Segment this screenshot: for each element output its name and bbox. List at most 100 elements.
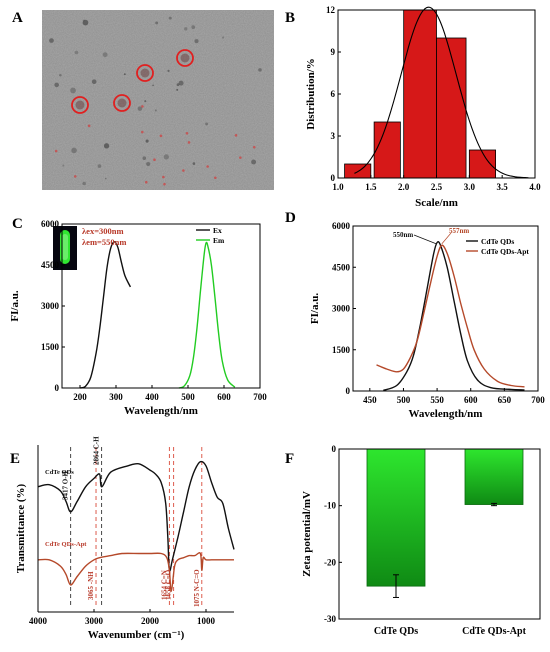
tem-speck bbox=[168, 16, 172, 20]
panel-c-series-ex bbox=[79, 241, 132, 389]
tem-speck bbox=[70, 87, 76, 94]
panel-c-xtick-label: 500 bbox=[181, 392, 195, 402]
tem-red-speck bbox=[234, 134, 238, 137]
tem-speck bbox=[74, 50, 79, 55]
tem-speck bbox=[191, 25, 196, 30]
tem-speck bbox=[62, 164, 65, 167]
tem-speck bbox=[59, 73, 62, 77]
panel-e-band-label: 2864 C-H bbox=[93, 436, 101, 465]
legend-label-ex: Ex bbox=[213, 226, 222, 235]
panel-c-ytick-label: 6000 bbox=[41, 219, 60, 229]
panel-d-xtick-label: 600 bbox=[464, 395, 478, 405]
panel-e-xtick-label: 2000 bbox=[141, 616, 160, 626]
tem-red-speck bbox=[206, 165, 209, 168]
tem-speck bbox=[258, 68, 262, 72]
panel-d-xtick-label: 500 bbox=[397, 395, 411, 405]
tem-red-speck bbox=[153, 158, 156, 162]
tem-speck bbox=[123, 73, 126, 76]
tem-red-speck bbox=[54, 149, 58, 153]
panel-c-series-em bbox=[178, 241, 236, 389]
tem-speck bbox=[146, 161, 151, 167]
tem-speck bbox=[54, 82, 59, 88]
panel-d-series-0 bbox=[383, 240, 525, 392]
tem-speck bbox=[91, 79, 97, 85]
panel-e-xlabel: Wavenumber (cm⁻¹) bbox=[88, 629, 185, 641]
gaussian-fit-curve bbox=[354, 6, 529, 179]
panel-b-ytick-label: 12 bbox=[326, 5, 336, 15]
panel-c-ylabel: FI/a.u. bbox=[9, 290, 21, 321]
tem-speck bbox=[205, 122, 208, 126]
tem-speck bbox=[49, 38, 54, 43]
tem-red-speck bbox=[163, 182, 166, 186]
panel-e-band-label: 3417 O-H bbox=[62, 470, 70, 500]
panel-f-ylabel: Zeta potential/mV bbox=[301, 491, 313, 577]
legend-label-em: Em bbox=[213, 236, 225, 245]
tem-speck bbox=[176, 88, 179, 91]
tem-particle-circle bbox=[113, 94, 131, 112]
tem-speck bbox=[154, 109, 157, 112]
tem-red-speck bbox=[187, 141, 191, 144]
tem-particle-circle bbox=[176, 49, 194, 67]
vial-highlight bbox=[62, 234, 68, 260]
panel-d-xtick-label: 650 bbox=[498, 395, 512, 405]
zeta-bar bbox=[366, 448, 426, 587]
tem-red-speck bbox=[73, 175, 77, 178]
tem-speck bbox=[145, 139, 149, 143]
tem-red-speck bbox=[159, 134, 163, 138]
tem-red-speck bbox=[214, 176, 217, 180]
panel-c-annotation-em: λem=550nm bbox=[82, 237, 126, 247]
panel-d-ytick-label: 4500 bbox=[332, 262, 351, 272]
tem-particle bbox=[117, 98, 127, 108]
panel-e-band-label: 1654 C=N bbox=[160, 570, 168, 600]
tem-speck bbox=[184, 27, 188, 31]
panel-e-band-label: 3065 -NH bbox=[87, 571, 95, 600]
panel-b-xtick-label: 3.0 bbox=[464, 182, 476, 192]
tem-speck bbox=[155, 21, 159, 25]
panel-c-xtick-label: 300 bbox=[109, 392, 123, 402]
histogram-bar bbox=[436, 37, 467, 179]
panel-d-ytick-label: 6000 bbox=[332, 221, 351, 231]
panel-f-category-label: CdTe QDs bbox=[374, 626, 418, 637]
histogram-bar bbox=[344, 163, 372, 179]
panel-c-ytick-label: 4500 bbox=[41, 260, 60, 270]
tem-red-speck bbox=[141, 105, 144, 108]
tem-red-speck bbox=[182, 169, 185, 172]
panel-c-ytick-label: 3000 bbox=[41, 301, 60, 311]
tem-red-speck bbox=[141, 130, 144, 134]
panel-f-category-label: CdTe QDs-Apt bbox=[462, 626, 526, 637]
panel-d-ylabel: FI/a.u. bbox=[309, 293, 321, 324]
tem-speck bbox=[194, 39, 199, 44]
panel-e-legend-cdte-qds: CdTe QDs bbox=[45, 469, 74, 476]
panel-e-ylabel: Transmittance (%) bbox=[15, 484, 27, 574]
tem-red-speck bbox=[162, 175, 165, 179]
tem-speck bbox=[251, 159, 257, 165]
tem-particle-circle bbox=[136, 64, 154, 82]
panel-c-xtick-label: 400 bbox=[145, 392, 159, 402]
panel-b-ytick-label: 0 bbox=[331, 173, 336, 183]
panel-d-ytick-label: 1500 bbox=[332, 345, 351, 355]
panel-d-xlabel: Wavelength/nm bbox=[409, 408, 483, 420]
panel-c-xtick-label: 600 bbox=[217, 392, 231, 402]
histogram-bar bbox=[468, 149, 497, 179]
tem-specks bbox=[49, 16, 262, 186]
panel-label-e: E bbox=[10, 451, 20, 467]
panel-c-xtick-label: 700 bbox=[253, 392, 267, 402]
histogram-bar bbox=[373, 121, 401, 179]
panel-label-b: B bbox=[285, 10, 295, 26]
panel-e-xtick-label: 3000 bbox=[85, 616, 104, 626]
panel-b-xtick-label: 2.5 bbox=[431, 182, 443, 192]
panel-b-xtick-label: 1.0 bbox=[332, 182, 344, 192]
tem-red-speck bbox=[87, 124, 91, 128]
panel-e-band-label: 1658 C=O bbox=[165, 569, 173, 600]
panel-f-ytick-label: 0 bbox=[332, 444, 337, 454]
panel-c-ytick-label: 0 bbox=[55, 383, 60, 393]
panel-e-band-label: 1075 N-C=O bbox=[193, 569, 201, 607]
tem-speck bbox=[97, 164, 102, 168]
panel-label-d: D bbox=[285, 210, 296, 226]
legend-label-cdte-qds: CdTe QDs bbox=[481, 237, 514, 246]
tem-circles bbox=[71, 49, 194, 114]
tem-red-speck bbox=[144, 180, 148, 184]
tem-speck bbox=[176, 83, 180, 87]
tem-speck bbox=[163, 154, 169, 160]
